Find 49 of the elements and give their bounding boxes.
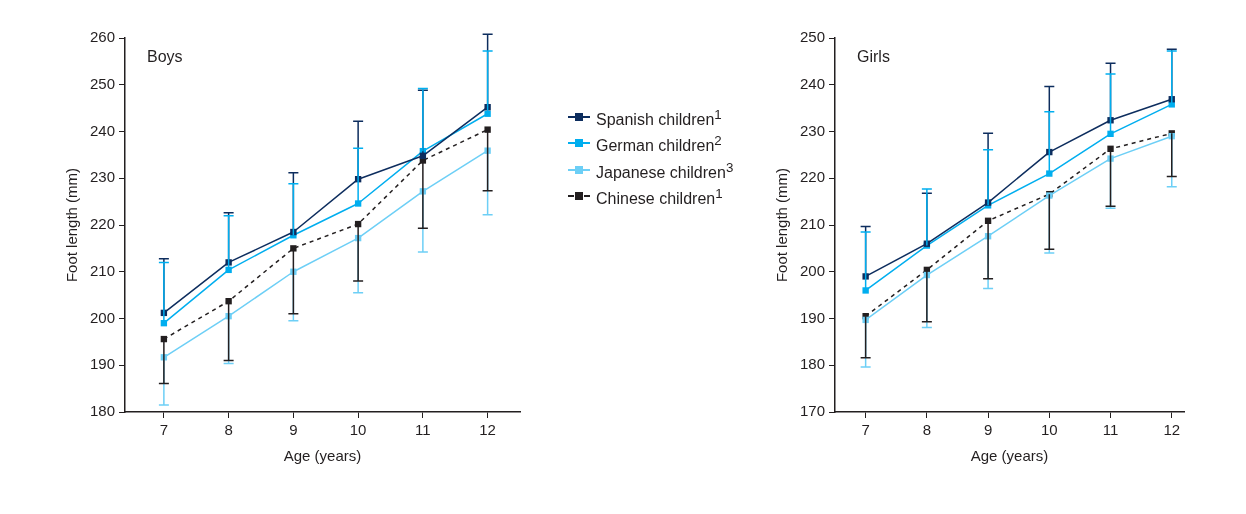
x-tick-label: 11 <box>415 421 431 439</box>
x-tick-label: 8 <box>922 421 932 439</box>
y-tick-label: 230 <box>800 121 826 139</box>
y-tick-label: 180 <box>90 402 116 420</box>
x-tick-label: 11 <box>1102 421 1119 439</box>
y-tick-label: 250 <box>90 74 116 92</box>
point <box>1046 170 1053 177</box>
x-tick-label: 12 <box>479 421 496 439</box>
y-tick-label: 200 <box>800 261 826 279</box>
y-tick-label: 180 <box>800 355 826 373</box>
y-tick-label: 210 <box>90 261 116 279</box>
x-tick-label: 7 <box>159 421 169 439</box>
legend-label: Spanish children$^{1}$ <box>596 106 722 131</box>
y-tick-label: 190 <box>90 355 116 373</box>
x-tick-label: 9 <box>289 421 298 439</box>
text: Boys <box>147 48 183 66</box>
y-tick-label: 240 <box>800 74 826 92</box>
legend-label: German children$^{2}$ <box>596 132 722 157</box>
legend-label: Chinese children$^{1}$ <box>596 185 723 210</box>
x-axis-title: Age (years) <box>970 447 1049 465</box>
point <box>1107 145 1114 152</box>
point <box>862 287 869 294</box>
y-tick-label: 230 <box>90 168 116 186</box>
point <box>484 126 491 133</box>
y-tick-label: 260 <box>90 28 116 46</box>
legend-label: Japanese children$^{3}$ <box>596 158 734 183</box>
y-tick-label: 200 <box>90 308 116 326</box>
x-tick-label: 10 <box>349 421 367 439</box>
y-axis-title: Foot length (mm) <box>63 167 81 283</box>
point <box>225 298 232 305</box>
x-tick-label: 12 <box>1163 421 1181 439</box>
y-axis-title: Foot length (mm) <box>773 167 791 283</box>
x-tick-label: 9 <box>983 421 993 439</box>
y-tick-label: 190 <box>800 308 826 326</box>
x-tick-label: 7 <box>861 421 870 439</box>
point <box>225 266 232 274</box>
y-tick-label: 210 <box>800 215 826 233</box>
y-tick-label: 220 <box>800 168 826 186</box>
text: Girls <box>857 48 890 66</box>
y-tick-label: 250 <box>800 28 826 46</box>
x-tick-label: 10 <box>1040 421 1058 439</box>
x-tick-label: 8 <box>224 421 233 439</box>
point <box>484 110 491 117</box>
y-tick-label: 240 <box>90 121 116 139</box>
point <box>1107 130 1114 138</box>
y-tick-label: 170 <box>800 402 826 420</box>
x-axis-title: Age (years) <box>283 447 362 465</box>
y-tick-label: 220 <box>90 215 116 233</box>
point <box>290 245 297 252</box>
